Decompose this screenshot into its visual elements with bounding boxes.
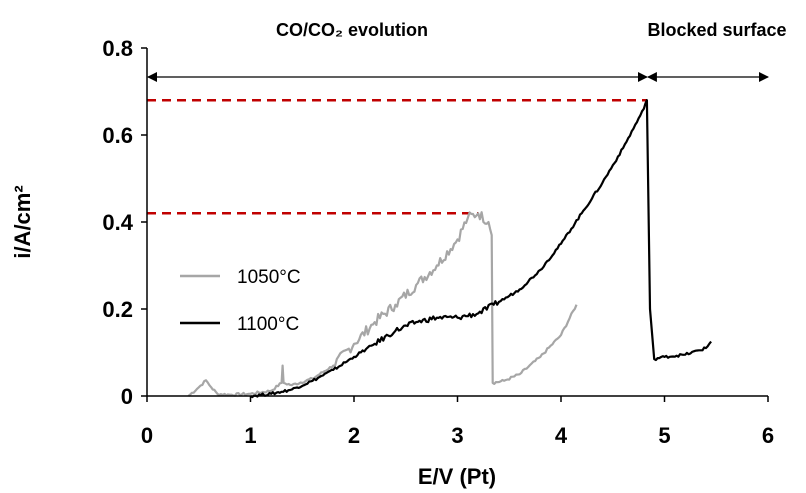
x-tick-label: 0 (141, 423, 153, 448)
y-tick-label: 0.6 (102, 123, 133, 148)
plot-area (147, 98, 712, 399)
series-lines (187, 99, 712, 399)
region-label: CO/CO₂ evolution (276, 20, 428, 40)
x-tick-label: 6 (762, 423, 774, 448)
series-line-0 (187, 211, 578, 397)
reference-lines (147, 98, 647, 215)
region-annotations: CO/CO₂ evolution Blocked surface (147, 20, 787, 82)
region-label: Blocked surface (647, 20, 786, 40)
y-tick-label: 0.8 (102, 36, 133, 61)
y-axis-title: i/A/cm² (10, 185, 35, 258)
x-ticks: 0 1 2 3 4 5 6 (141, 396, 774, 448)
x-tick-label: 5 (658, 423, 670, 448)
series-line-1 (249, 99, 712, 399)
legend-label-0: 1050°C (237, 267, 301, 288)
x-tick-label: 3 (451, 423, 463, 448)
x-axis-title: E/V (Pt) (418, 464, 496, 489)
legend-label-1: 1100°C (237, 314, 299, 335)
x-tick-label: 2 (348, 423, 360, 448)
legend: 1050°C 1100°C (180, 267, 301, 335)
y-ticks: 0 0.2 0.4 0.6 0.8 (102, 36, 147, 409)
y-tick-label: 0 (121, 384, 133, 409)
y-tick-label: 0.4 (102, 210, 133, 235)
x-tick-label: 4 (555, 423, 568, 448)
y-tick-label: 0.2 (102, 297, 133, 322)
x-tick-label: 1 (244, 423, 256, 448)
